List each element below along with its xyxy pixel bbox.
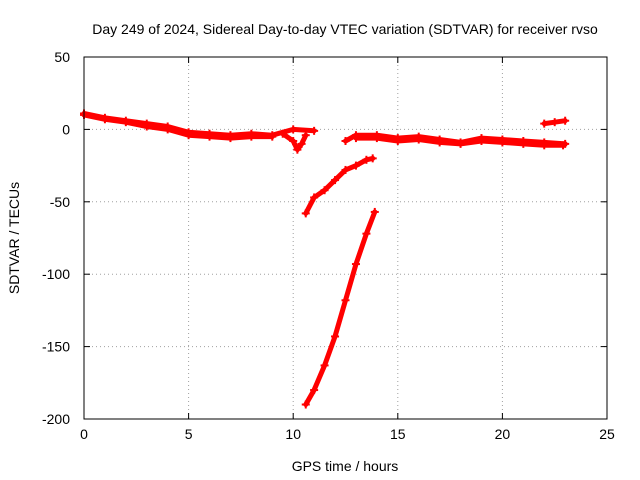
data-point <box>362 229 371 238</box>
series-arc-main-early-lower <box>81 112 275 141</box>
data-point <box>226 134 235 143</box>
series-arc-steep-rise <box>303 209 378 407</box>
y-axis-label: SDTVAR / TECUs <box>6 182 22 294</box>
data-point <box>540 119 549 128</box>
x-tick-label: 20 <box>495 426 511 442</box>
data-point <box>100 115 109 124</box>
data-point <box>301 131 310 140</box>
data-point <box>435 138 444 147</box>
data-point <box>372 134 381 143</box>
data-point <box>368 154 377 163</box>
data-point <box>561 116 570 125</box>
data-point <box>351 161 360 170</box>
data-point <box>370 207 379 216</box>
data-point <box>289 125 298 134</box>
y-tick-label: 50 <box>54 49 70 65</box>
data-point <box>331 176 340 185</box>
data-series <box>80 109 570 409</box>
data-point <box>351 134 360 143</box>
data-point <box>320 186 329 195</box>
data-point <box>519 139 528 148</box>
x-tick-label: 5 <box>185 426 193 442</box>
data-point <box>320 361 329 370</box>
data-point <box>163 125 172 134</box>
series-arc-mid-rise <box>303 155 376 216</box>
x-tick-label: 0 <box>80 426 88 442</box>
x-tick-label: 25 <box>599 426 615 442</box>
y-tick-label: 0 <box>62 121 70 137</box>
chart-title: Day 249 of 2024, Sidereal Day-to-day VTE… <box>92 21 598 37</box>
x-tick-label: 10 <box>285 426 301 442</box>
data-point <box>310 193 319 202</box>
data-point <box>301 209 310 218</box>
data-point <box>550 118 559 127</box>
data-point <box>456 139 465 148</box>
data-point <box>142 122 151 131</box>
data-point <box>293 145 302 154</box>
data-point <box>414 135 423 144</box>
data-point <box>301 400 310 409</box>
grid-lines <box>84 57 607 419</box>
data-point <box>362 155 371 164</box>
data-point <box>477 136 486 145</box>
data-point <box>184 131 193 140</box>
data-point <box>310 126 319 135</box>
y-tick-label: -50 <box>50 194 70 210</box>
data-point <box>289 136 298 145</box>
data-point <box>268 132 277 141</box>
y-tick-label: -100 <box>42 266 70 282</box>
data-point <box>341 165 350 174</box>
data-point <box>341 296 350 305</box>
y-tick-label: -200 <box>42 411 70 427</box>
data-point <box>393 136 402 145</box>
data-point <box>351 260 360 269</box>
x-axis-label: GPS time / hours <box>292 458 399 474</box>
axis-ticks: 0 5 10 15 20 25 -200 -150 -100 -50 0 50 <box>42 49 615 442</box>
data-point <box>278 129 287 138</box>
data-point <box>331 332 340 341</box>
data-point <box>498 138 507 147</box>
data-point <box>559 141 568 150</box>
data-point <box>310 386 319 395</box>
x-tick-label: 15 <box>390 426 406 442</box>
data-point <box>121 118 130 127</box>
y-tick-label: -150 <box>42 339 70 355</box>
series-arc-main-early <box>81 111 317 138</box>
data-point <box>297 139 306 148</box>
data-point <box>247 132 256 141</box>
data-point <box>205 132 214 141</box>
plot-frame <box>83 56 608 420</box>
data-point <box>540 141 549 150</box>
data-point <box>341 136 350 145</box>
